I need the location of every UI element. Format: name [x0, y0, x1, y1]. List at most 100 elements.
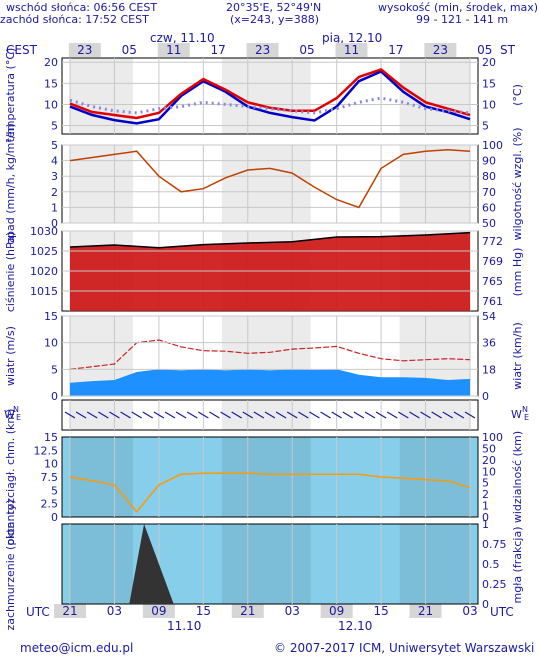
pressure-tick-R: 772 [482, 235, 503, 248]
top-hour-bg [202, 43, 235, 57]
top-hour-bg [468, 43, 501, 57]
visibility-tick-R: 0 [482, 511, 489, 524]
bottom-hour-bg [409, 604, 442, 618]
fog-tick-R: 0.25 [482, 578, 507, 591]
top-hour-label: 05 [477, 43, 492, 57]
wind-dir-arrow [409, 411, 420, 419]
bottom-hour-bg [187, 604, 220, 618]
precip-tick-L: 5 [51, 139, 58, 152]
cloud-panel [61, 436, 479, 518]
top-hour-bg [379, 43, 412, 57]
footer-copyright: © 2007-2017 ICM, Uniwersytet Warszawski [274, 641, 535, 655]
bottom-hour-bg [454, 604, 486, 618]
bottom-hour-bg [320, 604, 353, 618]
wind-dir-arrow [453, 411, 465, 419]
grid-text: (x=243, y=388) [230, 13, 320, 26]
temperature-line [69, 67, 471, 120]
cloud-tick-L: 5 [51, 484, 58, 497]
wind-tick-R: 54 [482, 310, 496, 323]
bottom-hour-bg [54, 604, 86, 618]
top-hour-label: 05 [122, 43, 137, 57]
pressure-tick-L: 1020 [30, 265, 58, 278]
wind-tick-R: 0 [482, 390, 489, 403]
cloudiness-peak [129, 524, 174, 604]
top-hour-label: 17 [211, 43, 226, 57]
wind-dir-arrow [309, 411, 320, 419]
sunset-text: zachód słońca: 17:52 CEST [0, 13, 149, 26]
temp-title: temperatura (°C) [4, 48, 17, 143]
temp-tick-R: 5 [482, 120, 489, 133]
wind-dir-arrow [398, 411, 409, 419]
precip-tick-R: 100 [482, 139, 503, 152]
wind-tick-L: 15 [44, 310, 58, 323]
temp-tick-L: 20 [44, 56, 58, 69]
utc-right: UTC [490, 605, 514, 619]
pressure-tick-R: 769 [482, 255, 503, 268]
wind-dir-arrow [320, 411, 331, 419]
wind-dir-arrow [342, 411, 354, 419]
bottom-hour-bg [365, 604, 398, 618]
wind-dir-arrow [353, 411, 365, 419]
tz-left: CEST [6, 43, 38, 57]
wind-tick-L: 0 [51, 390, 58, 403]
precip-tick-L: 3 [51, 170, 58, 183]
wind-dir-arrow [275, 411, 287, 419]
wind-dir-label-right-n: N [522, 405, 528, 414]
precip-tick-R: 60 [482, 201, 496, 214]
precip-tick-R: 70 [482, 186, 496, 199]
dir-night-shade [70, 400, 133, 430]
cloud-tick-L: 0 [51, 511, 58, 524]
top-hour-label: 11 [166, 43, 181, 57]
pressure-tick-L: 1025 [30, 245, 58, 258]
wind-dir-label-left-n: N [13, 405, 19, 414]
precip-night-shade [70, 145, 133, 223]
dir-night-shade [221, 400, 311, 430]
cloudiness-panel [61, 523, 479, 605]
wind-tick-L: 5 [51, 363, 58, 376]
wind-title: wiatr (m/s) [4, 326, 17, 386]
wind-dir-arrow [442, 411, 454, 419]
precip-tick-L: 4 [51, 155, 58, 168]
wind-dir-arrow [142, 411, 154, 419]
visibility-tick-R: 1 [482, 500, 489, 513]
top-hour-bg [157, 43, 190, 57]
cloudiness-title: zachmurzenie (oktanty) [4, 499, 17, 630]
temp-tick-L: 5 [51, 120, 58, 133]
bottom-hour-label: 15 [373, 604, 388, 618]
bottom-hour-label: 09 [151, 604, 166, 618]
wind-mean-area [70, 369, 470, 396]
temp-tick-L: 10 [44, 98, 58, 111]
precip-tick-L: 0 [51, 217, 58, 230]
precip-panel [61, 144, 479, 224]
top-hour-label: 11 [344, 43, 359, 57]
pressure-tick-R: 761 [482, 295, 503, 308]
wind-dir-arrow [186, 411, 198, 419]
cloud-title: pion. rozciągł. chm. (km) [4, 409, 17, 546]
top-hour-label: 17 [388, 43, 403, 57]
wind-dir-arrow [109, 411, 120, 419]
meteogram-chart: CEST CEST czw, 11.10 pią, 12.10 23051117… [4, 31, 529, 633]
wind-dir-arrow [98, 411, 109, 419]
bottom-hour-bg [276, 604, 309, 618]
wind-dir-arrow [75, 411, 87, 419]
wind-dir-arrow [420, 411, 431, 419]
wind-dir-arrow [386, 411, 398, 419]
wind-dir-label-right-e: E [524, 413, 529, 422]
wind-dir-arrow [264, 411, 276, 419]
top-hour-bg [424, 43, 457, 57]
sunrise-text: wschód słońca: 06:56 CEST [6, 1, 158, 14]
cloud-tick-L: 12.5 [34, 444, 59, 457]
wind-dir-arrow [331, 411, 342, 419]
day1-bottom-label: 11.10 [167, 619, 201, 633]
wind-dir-label-left-e: E [16, 413, 21, 422]
cloud-night-shade [221, 437, 311, 517]
bottom-hour-label: 15 [196, 604, 211, 618]
top-hour-bg [246, 43, 279, 57]
temp-tick-R: 20 [482, 56, 496, 69]
footer-email[interactable]: meteo@icm.edu.pl [20, 641, 134, 655]
bottom-hour-bg [231, 604, 264, 618]
fog-title: mgła (frakcja) [511, 527, 524, 604]
dewpoint-line [69, 70, 471, 125]
day1-label: czw, 11.10 [150, 31, 215, 45]
wind-tick-R: 36 [482, 337, 496, 350]
